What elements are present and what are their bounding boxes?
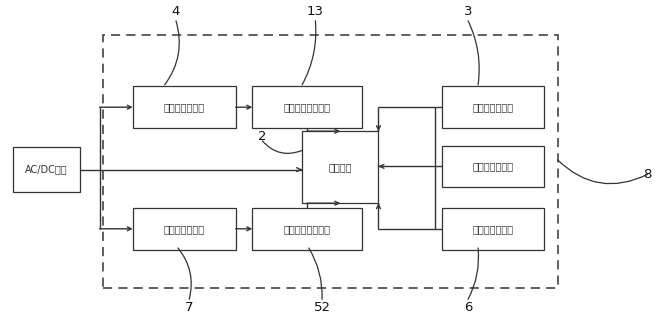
Text: 52: 52 [313,301,331,314]
Text: 7: 7 [185,301,193,314]
Bar [442,86,544,128]
Text: 第二温度传感器: 第二温度传感器 [473,224,513,234]
Bar [302,131,378,203]
Text: 第三温度传感器: 第三温度传感器 [473,161,513,172]
Text: 第一温度保护器: 第一温度保护器 [164,102,205,112]
Text: 控制中心: 控制中心 [329,162,352,172]
Text: 4: 4 [172,5,180,18]
Bar [252,86,362,128]
Bar [13,147,80,192]
Text: 第一温度传感器: 第一温度传感器 [473,102,513,112]
Bar [442,208,544,250]
Text: 13: 13 [307,5,324,18]
Text: AC/DC电源: AC/DC电源 [25,164,68,175]
Text: 第二恒温调节模块: 第二恒温调节模块 [284,224,331,234]
Bar [133,208,236,250]
Bar [252,208,362,250]
Text: 3: 3 [464,5,472,18]
Bar [133,86,236,128]
Bar [103,35,558,288]
Text: 第一恒温调节模块: 第一恒温调节模块 [284,102,331,112]
Text: 第二温度保护器: 第二温度保护器 [164,224,205,234]
Text: 8: 8 [643,168,651,181]
Text: 6: 6 [464,301,472,314]
Bar [442,146,544,187]
Text: 2: 2 [258,130,266,142]
